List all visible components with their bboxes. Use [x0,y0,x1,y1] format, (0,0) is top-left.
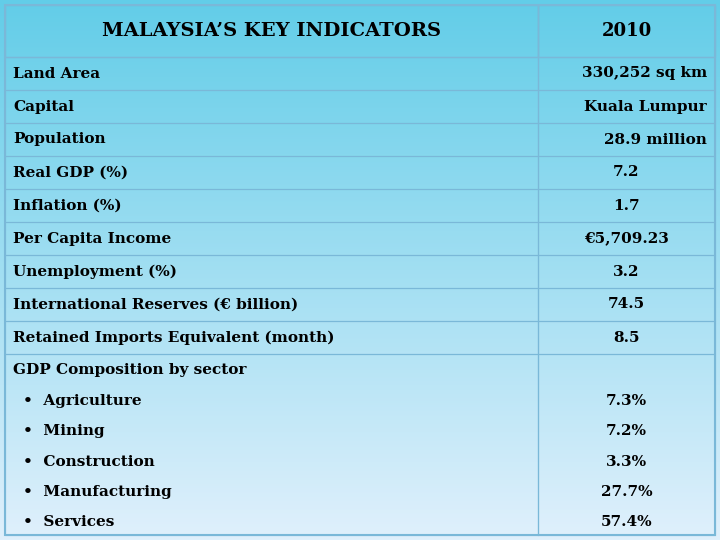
Bar [538,255,715,288]
Bar [538,288,715,321]
Text: Inflation (%): Inflation (%) [13,199,122,213]
Text: Real GDP (%): Real GDP (%) [13,165,128,179]
Bar [5,288,538,321]
Text: Retained Imports Equivalent (month): Retained Imports Equivalent (month) [13,330,335,345]
Text: GDP Composition by sector: GDP Composition by sector [13,363,246,377]
Text: MALAYSIA’S KEY INDICATORS: MALAYSIA’S KEY INDICATORS [102,22,441,40]
Text: 74.5: 74.5 [608,298,645,312]
Bar [538,354,715,535]
Text: •  Construction: • Construction [23,455,155,469]
Text: 1.7: 1.7 [613,199,640,213]
Text: Land Area: Land Area [13,66,100,80]
Text: 3.3%: 3.3% [606,455,647,469]
Bar [5,222,538,255]
Text: International Reserves (€ billion): International Reserves (€ billion) [13,298,298,312]
Text: •  Manufacturing: • Manufacturing [23,485,172,499]
Text: Population: Population [13,132,106,146]
Bar [538,321,715,354]
Text: 27.7%: 27.7% [600,485,652,499]
Bar [538,222,715,255]
Text: •  Agriculture: • Agriculture [23,394,142,408]
Text: Kuala Lumpur: Kuala Lumpur [585,99,707,113]
Bar [538,189,715,222]
Text: 7.3%: 7.3% [606,394,647,408]
Bar [5,123,538,156]
Bar [5,90,538,123]
Bar [5,321,538,354]
Bar [5,156,538,189]
Bar [538,5,715,57]
Text: 8.5: 8.5 [613,330,640,345]
Text: Unemployment (%): Unemployment (%) [13,264,177,279]
Text: •  Services: • Services [23,515,114,529]
Bar [5,5,538,57]
Text: Capital: Capital [13,99,74,113]
Text: €5,709.23: €5,709.23 [584,232,669,246]
Text: 57.4%: 57.4% [600,515,652,529]
Text: 3.2: 3.2 [613,265,640,279]
Bar [538,156,715,189]
Bar [5,189,538,222]
Bar [538,123,715,156]
Text: Per Capita Income: Per Capita Income [13,232,171,246]
Bar [538,90,715,123]
Text: 2010: 2010 [601,22,652,40]
Text: 28.9 million: 28.9 million [604,132,707,146]
Text: 7.2%: 7.2% [606,424,647,438]
Text: 330,252 sq km: 330,252 sq km [582,66,707,80]
Bar [5,57,538,90]
Bar [5,354,538,535]
Text: 7.2: 7.2 [613,165,640,179]
Bar [5,255,538,288]
Bar [538,57,715,90]
Text: •  Mining: • Mining [23,424,104,438]
